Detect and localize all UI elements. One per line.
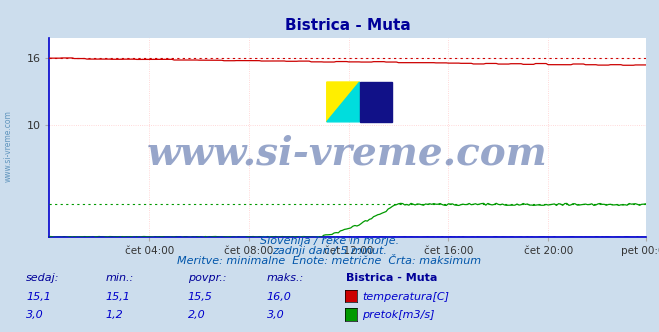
Text: temperatura[C]: temperatura[C] <box>362 292 449 302</box>
Text: www.si-vreme.com: www.si-vreme.com <box>147 135 548 173</box>
Text: 15,1: 15,1 <box>26 292 51 302</box>
Text: 16,0: 16,0 <box>267 292 292 302</box>
Text: Meritve: minimalne  Enote: metrične  Črta: maksimum: Meritve: minimalne Enote: metrične Črta:… <box>177 256 482 266</box>
Text: povpr.:: povpr.: <box>188 273 226 283</box>
Text: maks.:: maks.: <box>267 273 304 283</box>
Text: zadnji dan / 5 minut.: zadnji dan / 5 minut. <box>272 246 387 256</box>
Text: Bistrica - Muta: Bistrica - Muta <box>346 273 438 283</box>
Text: min.:: min.: <box>105 273 134 283</box>
Polygon shape <box>327 82 360 122</box>
Text: 1,2: 1,2 <box>105 310 123 320</box>
FancyBboxPatch shape <box>360 82 392 122</box>
Text: sedaj:: sedaj: <box>26 273 60 283</box>
Text: 15,5: 15,5 <box>188 292 213 302</box>
Text: pretok[m3/s]: pretok[m3/s] <box>362 310 434 320</box>
Text: 3,0: 3,0 <box>267 310 285 320</box>
Title: Bistrica - Muta: Bistrica - Muta <box>285 18 411 33</box>
Text: 15,1: 15,1 <box>105 292 130 302</box>
Text: Slovenija / reke in morje.: Slovenija / reke in morje. <box>260 236 399 246</box>
Text: www.si-vreme.com: www.si-vreme.com <box>3 110 13 182</box>
Text: 3,0: 3,0 <box>26 310 44 320</box>
Polygon shape <box>327 82 360 122</box>
Text: 2,0: 2,0 <box>188 310 206 320</box>
